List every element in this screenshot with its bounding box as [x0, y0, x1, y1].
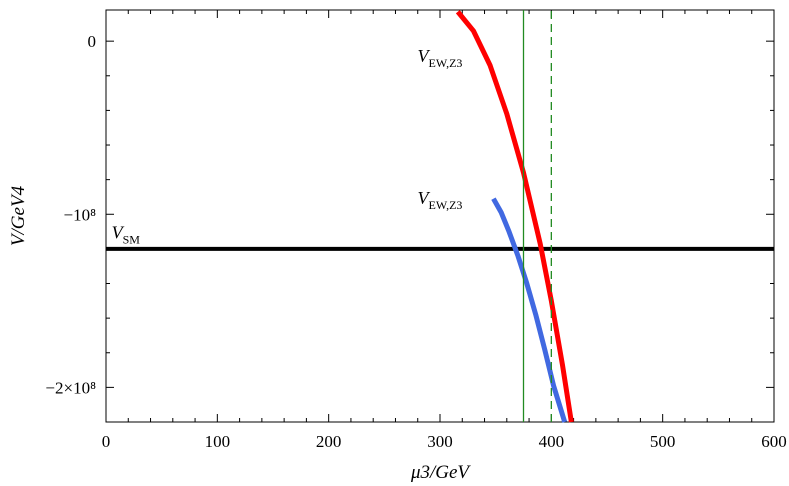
y-axis-label: V/GeV4 [8, 185, 29, 246]
plot-frame [105, 9, 775, 423]
y-tick-label: −10⁸ [63, 205, 96, 224]
series-line-2 [491, 197, 568, 423]
curve-label-black: VSM [112, 223, 141, 247]
labels-layer: VEW,Z3 VEW,Z3 VSM [112, 46, 463, 247]
y-tick-label: 0 [88, 32, 97, 51]
x-tick-label: 500 [650, 432, 676, 451]
curve-label-blue: VEW,Z3 [418, 188, 463, 212]
curve-label-red: VEW,Z3 [418, 46, 463, 70]
series-layer [106, 10, 774, 423]
x-tick-label: 400 [539, 432, 565, 451]
x-tick-label: 600 [761, 432, 787, 451]
x-axis-label: μ3/GeV [410, 462, 471, 483]
x-tick-label: 0 [102, 432, 111, 451]
series-line-1 [455, 10, 574, 423]
y-tick-label: −2×10⁸ [45, 378, 96, 397]
x-tick-label: 200 [316, 432, 342, 451]
x-tick-label: 300 [427, 432, 453, 451]
x-tick-label: 100 [205, 432, 231, 451]
axis-ticks: 0 100 200 300 400 500 600 0 −10⁸ −2×10⁸ [45, 10, 787, 451]
